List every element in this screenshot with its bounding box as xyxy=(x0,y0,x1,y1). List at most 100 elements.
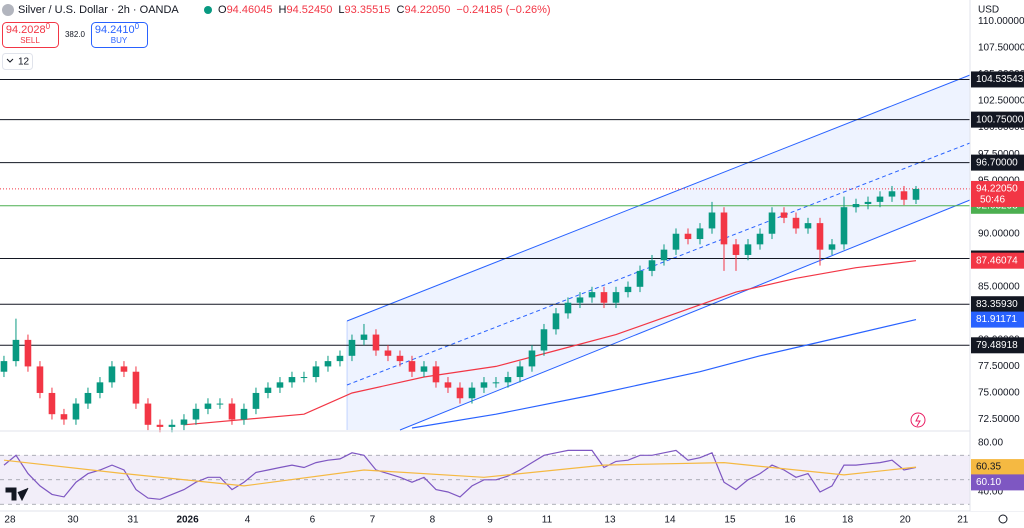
buy-price-main: 94.2410 xyxy=(95,24,135,36)
header-line: Silver / U.S. Dollar · 2h · OANDA xyxy=(18,4,179,16)
indicators-count[interactable]: 12 xyxy=(18,57,30,68)
candle-body xyxy=(60,414,68,420)
sell-price[interactable]: 94.20280 xyxy=(6,22,51,36)
channel-mid xyxy=(346,142,971,386)
candle-body xyxy=(348,339,356,356)
x-tick-label: 13 xyxy=(604,515,616,526)
sell-price-frac: 0 xyxy=(46,22,51,31)
candle-body xyxy=(648,260,656,271)
candle-body xyxy=(768,212,776,234)
y-tick-label: 97.50000 xyxy=(978,149,1020,160)
candle-body xyxy=(396,355,404,362)
candle-body xyxy=(84,392,92,404)
y-tick-label: 100.00000 xyxy=(978,122,1024,133)
spread: 382.0 xyxy=(65,30,86,39)
candle-body xyxy=(288,377,296,383)
candle-body xyxy=(264,387,272,393)
overlay-label: 87.46074 xyxy=(976,255,1018,266)
x-tick-label: 11 xyxy=(542,515,553,526)
market-status xyxy=(204,6,212,14)
y-tick-label: 90.00000 xyxy=(978,228,1020,239)
candle-body xyxy=(372,334,380,351)
candle-body xyxy=(492,382,500,384)
rsi-label: 60.35 xyxy=(976,462,1001,473)
countdown: 50:46 xyxy=(980,195,1005,206)
candle-body xyxy=(792,217,800,229)
candle-body xyxy=(816,223,824,250)
candle-body xyxy=(444,382,452,388)
alert-icon[interactable] xyxy=(910,412,926,428)
channel-upper xyxy=(346,74,971,322)
indicators-toggle[interactable] xyxy=(2,53,33,70)
candle-body xyxy=(108,366,116,383)
candle-body xyxy=(660,249,668,261)
candle-body xyxy=(0,361,8,372)
level-label: 100.75000 xyxy=(976,114,1024,125)
candle-body xyxy=(480,382,488,388)
x-tick-label: 8 xyxy=(430,515,436,526)
candle-body xyxy=(804,223,812,229)
low-value: 93.35515 xyxy=(345,4,391,16)
level-label: 104.53543 xyxy=(976,74,1024,85)
candle-body xyxy=(528,350,536,367)
candle-body xyxy=(180,419,188,425)
candle-body xyxy=(12,339,20,362)
y-tick-label: 107.50000 xyxy=(978,43,1024,54)
symbol[interactable]: Silver / U.S. Dollar · 2h · OANDA xyxy=(18,4,179,16)
candle-body xyxy=(144,403,152,425)
buy-price[interactable]: 94.24100 xyxy=(95,22,140,36)
candle-body xyxy=(852,204,860,208)
candle-body xyxy=(516,366,524,378)
candle-body xyxy=(744,244,752,255)
candle-body xyxy=(780,212,788,218)
buy-price-frac: 0 xyxy=(135,22,140,31)
x-tick-label: 4 xyxy=(245,515,251,526)
currency[interactable]: USD xyxy=(978,5,999,16)
channel-fill xyxy=(347,75,970,430)
candle-body xyxy=(432,366,440,383)
candle-body xyxy=(420,366,428,372)
alert-bolt xyxy=(915,414,921,427)
buy-label[interactable]: BUY xyxy=(111,36,128,45)
candle-body xyxy=(204,403,212,409)
level-label: 83.35930 xyxy=(976,299,1018,310)
line xyxy=(3,449,917,500)
x-tick-label: 6 xyxy=(310,515,316,526)
x-tick-label: 28 xyxy=(4,515,16,526)
candle-body xyxy=(624,286,632,293)
candle-body xyxy=(468,387,476,399)
y-tick-label: 77.50000 xyxy=(978,361,1020,372)
low-label: L xyxy=(338,4,344,16)
price-badge xyxy=(971,180,1024,207)
candle-body xyxy=(672,233,680,250)
candle-body xyxy=(720,212,728,245)
candle-body xyxy=(840,207,848,245)
y-tick-label: 40.00 xyxy=(978,487,1003,498)
y-tick-label: 72.50000 xyxy=(978,414,1020,425)
y-tick-label: 85.00000 xyxy=(978,281,1020,292)
plot xyxy=(0,78,970,505)
x-tick-label: 18 xyxy=(842,515,854,526)
high-value: 94.52450 xyxy=(286,4,332,16)
settings-icon[interactable] xyxy=(998,514,1008,524)
candle-body xyxy=(732,244,740,255)
level-label-bg xyxy=(971,71,1024,88)
buy-button[interactable] xyxy=(91,22,148,48)
candle-body xyxy=(72,403,80,420)
candle-body xyxy=(336,355,344,362)
sell-label[interactable]: SELL xyxy=(20,36,40,45)
open-value: 94.46045 xyxy=(227,4,273,16)
sell-button[interactable] xyxy=(2,22,59,48)
x-tick-label: 16 xyxy=(784,515,796,526)
x-tick-label: 21 xyxy=(957,515,969,526)
symbol-icon xyxy=(2,4,14,16)
candle-body xyxy=(324,361,332,367)
y-tick-label: 75.00000 xyxy=(978,388,1020,399)
candle-body xyxy=(360,334,368,340)
line xyxy=(183,260,917,426)
x-tick-label: 20 xyxy=(900,515,912,526)
level-label-bg xyxy=(971,296,1024,313)
candle-body xyxy=(252,392,260,409)
candle-body xyxy=(156,424,164,427)
